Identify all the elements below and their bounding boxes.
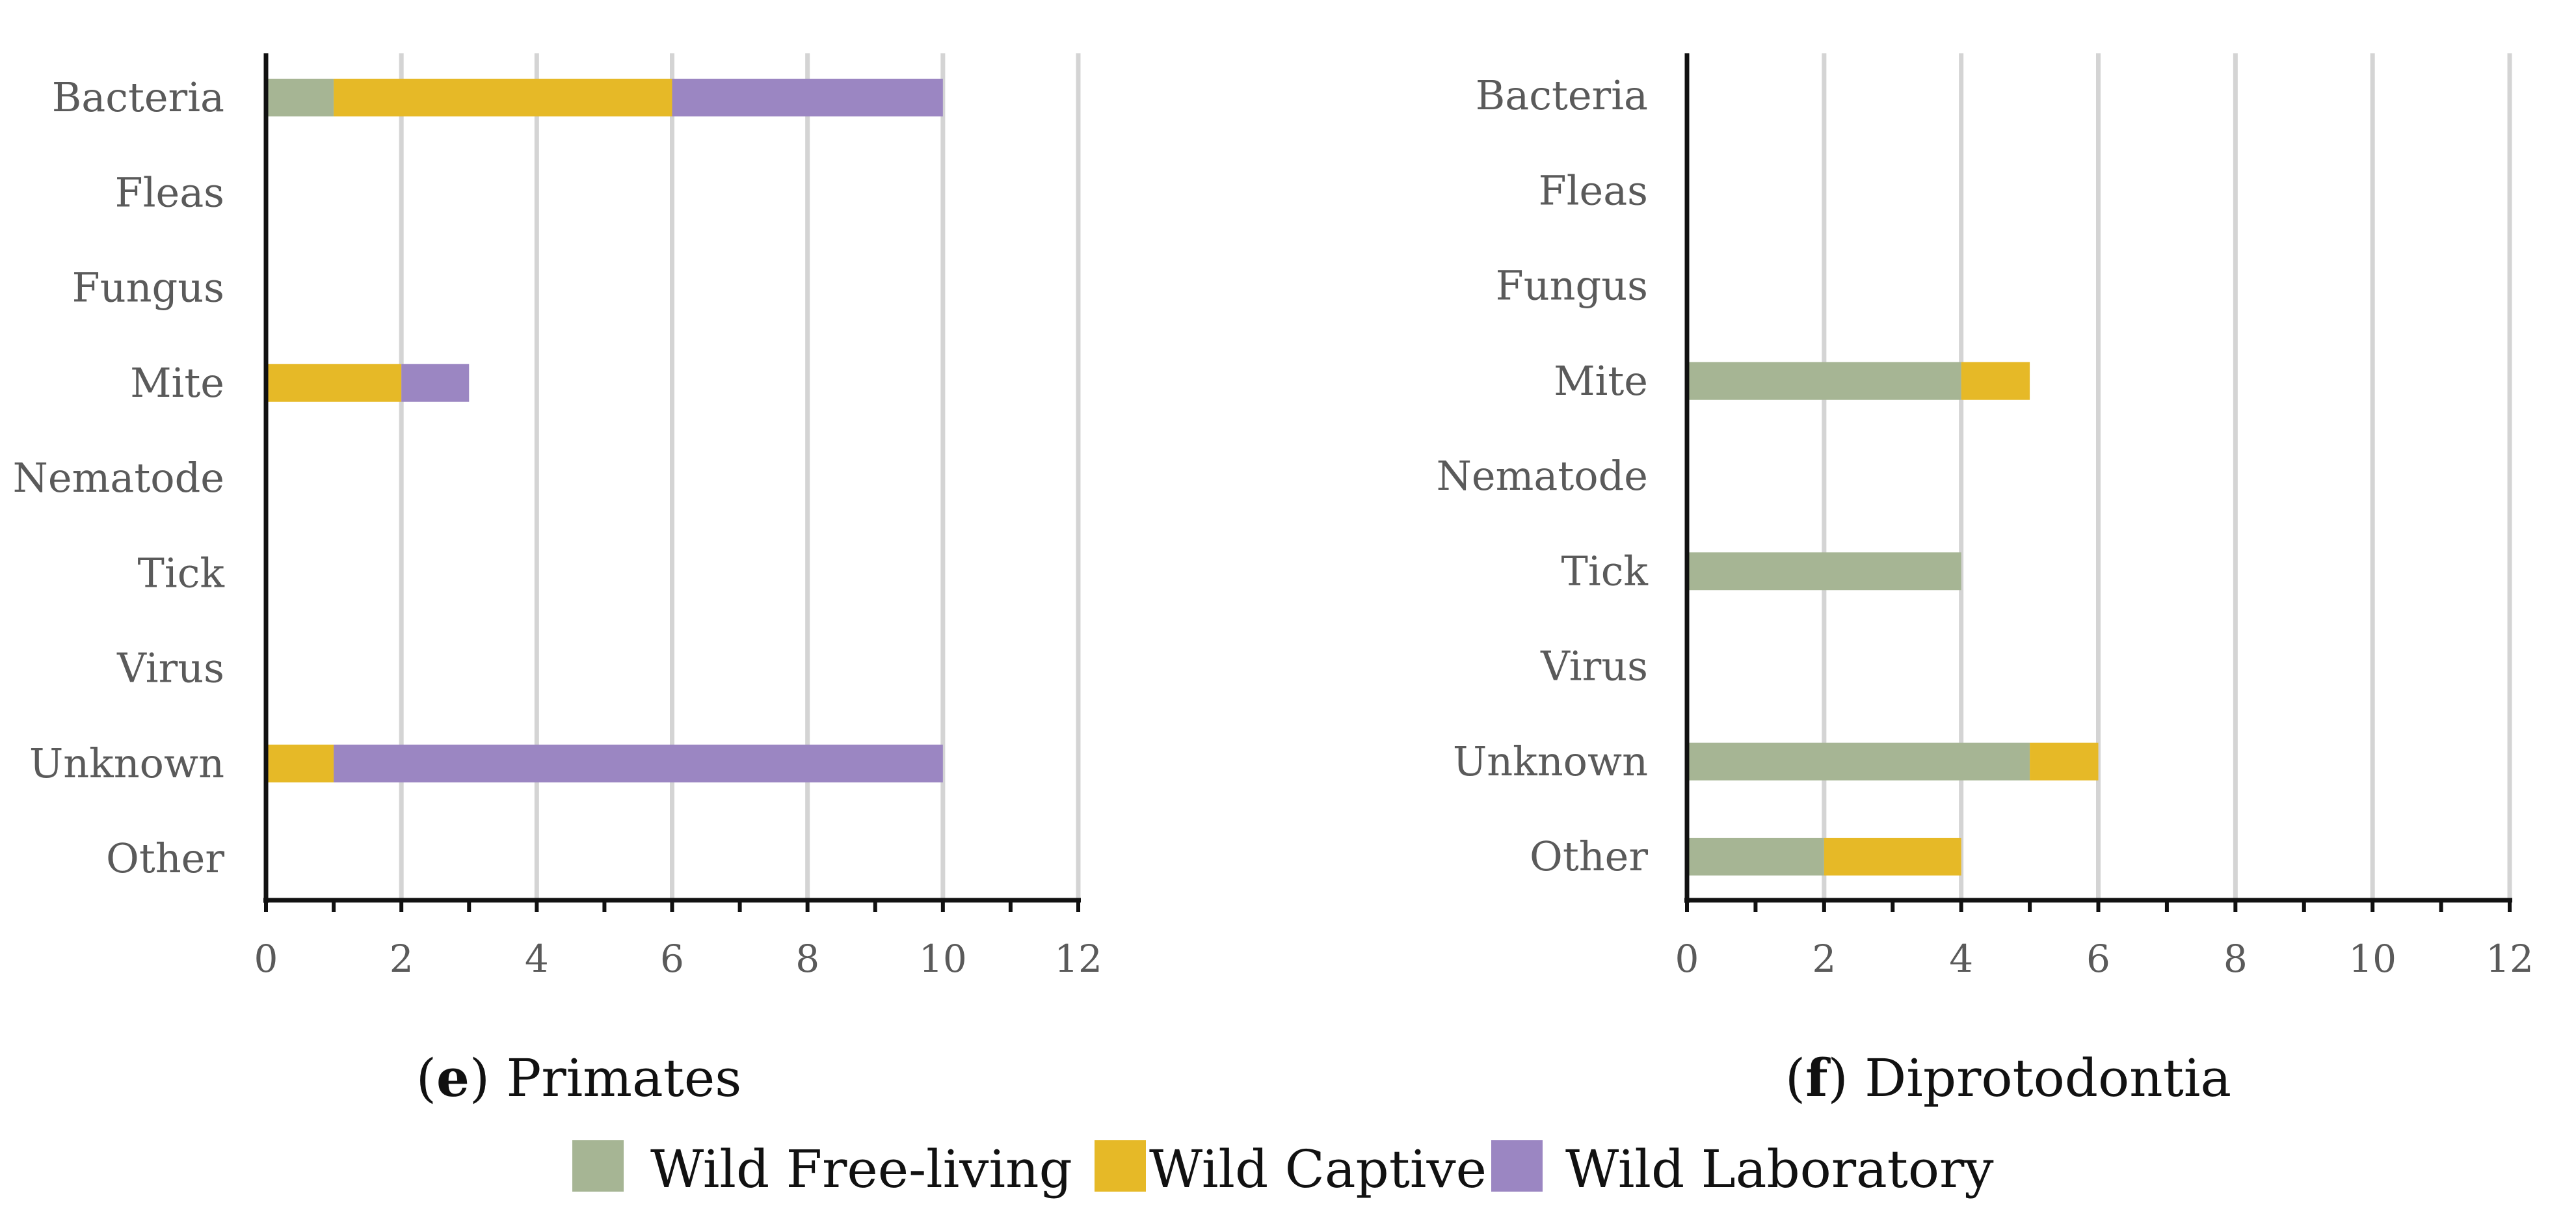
x-tick-label-8: 8: [795, 937, 819, 981]
category-label-mite: Mite: [1554, 357, 1648, 405]
category-label-virus: Virus: [1540, 643, 1648, 690]
legend: Wild Free-living Wild Captive Wild Labor…: [572, 1139, 1994, 1199]
x-tick-label-8: 8: [2224, 937, 2248, 981]
legend-swatch-wild-captive: [1095, 1140, 1146, 1192]
category-label-fleas: Fleas: [115, 168, 224, 216]
bar-bacteria-wild-laboratory: [672, 79, 943, 116]
category-label-nematode: Nematode: [13, 454, 224, 502]
bar-unknown-wild-captive: [266, 744, 334, 782]
x-tick-label-2: 2: [390, 937, 414, 981]
caption-primates: (e) Primates: [416, 1047, 742, 1108]
bar-unknown-wild-laboratory: [334, 744, 943, 782]
category-label-nematode: Nematode: [1437, 452, 1648, 500]
x-tick-label-4: 4: [525, 937, 549, 981]
bar-bacteria-wild-captive: [334, 79, 672, 116]
legend-label-wild-laboratory: Wild Laboratory: [1565, 1139, 1994, 1199]
caption-primates-letter: e: [436, 1047, 470, 1108]
bar-mite-wild-laboratory: [401, 364, 470, 402]
x-tick-label-2: 2: [1812, 937, 1836, 981]
bar-other-wild-free-living: [1687, 838, 1824, 876]
bar-mite-wild-captive: [266, 364, 402, 402]
category-label-tick: Tick: [1561, 547, 1649, 595]
category-label-mite: Mite: [130, 359, 224, 407]
category-label-fleas: Fleas: [1539, 167, 1648, 214]
caption-diprotodontia-letter: f: [1805, 1047, 1831, 1108]
chart-primates: Bacteria Fleas Fungus Mite Nematode Tick Virus…: [13, 53, 1102, 981]
bar-bacteria-wild-free-living: [266, 79, 334, 116]
caption-primates-title: Primates: [507, 1048, 742, 1108]
x-tick-label-0: 0: [1675, 937, 1699, 981]
caption-diprotodontia-title: Diprotodontia: [1865, 1048, 2231, 1108]
bar-other-wild-captive: [1824, 838, 1961, 876]
x-tick-label-12: 12: [2486, 937, 2534, 981]
category-label-other: Other: [1530, 833, 1648, 880]
caption-diprotodontia: (f) Diprotodontia: [1785, 1047, 2231, 1108]
bar-unknown-wild-captive: [2030, 742, 2099, 781]
category-label-unknown: Unknown: [29, 740, 224, 787]
bar-unknown-wild-free-living: [1687, 742, 2030, 781]
x-tick-label-12: 12: [1054, 937, 1102, 981]
category-label-unknown: Unknown: [1453, 738, 1648, 785]
legend-swatch-wild-laboratory: [1491, 1140, 1543, 1192]
bar-mite-wild-captive: [1961, 362, 2030, 400]
category-label-fungus: Fungus: [1496, 262, 1648, 310]
chart-diprotodontia: Bacteria Fleas Fungus Mite Nematode Tick Virus…: [1437, 53, 2534, 981]
x-tick-label-10: 10: [919, 937, 967, 981]
legend-label-wild-free-living: Wild Free-living: [650, 1139, 1072, 1199]
bar-tick-wild-free-living: [1687, 552, 1961, 591]
category-label-fungus: Fungus: [72, 264, 224, 312]
bar-mite-wild-free-living: [1687, 362, 1961, 400]
category-label-bacteria: Bacteria: [1476, 72, 1648, 119]
category-label-tick: Tick: [138, 549, 225, 596]
category-label-bacteria: Bacteria: [52, 74, 224, 121]
category-label-other: Other: [106, 835, 224, 882]
x-tick-label-6: 6: [2086, 937, 2110, 981]
category-label-virus: Virus: [116, 645, 224, 692]
x-tick-label-0: 0: [254, 937, 278, 981]
x-tick-label-6: 6: [660, 937, 684, 981]
x-tick-label-4: 4: [1949, 937, 1973, 981]
x-tick-label-10: 10: [2348, 937, 2397, 981]
legend-swatch-wild-free-living: [572, 1140, 624, 1192]
legend-label-wild-captive: Wild Captive: [1149, 1139, 1487, 1199]
